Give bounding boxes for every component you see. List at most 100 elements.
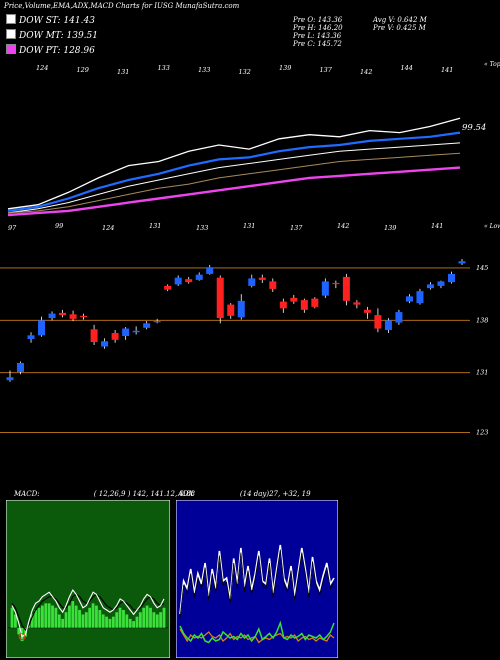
legend-swatch-st [6, 14, 16, 24]
top-tick-label: 139 [279, 64, 291, 72]
top-tick-label: 142 [360, 68, 372, 76]
macd-panel [6, 500, 170, 658]
macd-hist-bar [68, 605, 71, 628]
candle-body [353, 302, 361, 305]
ema-line-2 [7, 142, 461, 214]
candle-body [185, 279, 193, 283]
macd-hist-bar [34, 610, 38, 628]
macd-line [11, 588, 165, 638]
price-level-label: 123 [476, 429, 488, 437]
ema-line-3 [7, 152, 461, 214]
legend-item-dow-st: DOW ST: 141.43 [6, 14, 95, 26]
candle-body [38, 320, 46, 336]
chart-title: Price,Volume,EMA,ADX,MACD Charts for IUS… [4, 2, 240, 10]
legend-label-mt: DOW MT: 139.51 [19, 31, 98, 41]
adx-line [179, 544, 335, 615]
macd-hist-bar [17, 627, 21, 635]
adx-di-minus-line [179, 628, 335, 644]
macd-hist-bar [155, 614, 159, 628]
macd-hist-bar [71, 601, 75, 628]
adx-di-plus-line [179, 620, 335, 644]
bottom-tick-label: 137 [290, 224, 303, 232]
macd-hist-bar [152, 612, 156, 628]
adx-params: (14 day)27, +32, 19 [239, 490, 311, 498]
candle-body [27, 335, 35, 340]
macd-hist-bar [138, 612, 142, 628]
macd-hist-bar [57, 614, 61, 628]
candle-body [384, 320, 392, 331]
candle-body [279, 301, 287, 309]
macd-hist-bar [10, 607, 14, 628]
legend-label-st: DOW ST: 141.43 [19, 16, 95, 26]
macd-hist-bar [149, 607, 152, 628]
candle-body [216, 277, 224, 319]
stat-volume: Pre V: 0.425 M [373, 24, 426, 32]
bottom-tick-label: 131 [243, 222, 255, 230]
macd-hist-bar [111, 616, 115, 628]
legend-swatch-pt [6, 44, 16, 54]
macd-hist-bar [135, 616, 139, 628]
candle-body [269, 281, 277, 289]
macd-hist-bar [88, 607, 92, 628]
candle-body [174, 277, 182, 285]
macd-hist-bar [78, 610, 81, 628]
legend-item-dow-pt: DOW PT: 128.96 [6, 44, 95, 56]
macd-hist-bar [132, 621, 135, 628]
last-value-label: 99.54 [462, 123, 486, 133]
stat-open: Pre O: 143.36 [293, 16, 343, 24]
price-level-label: 138 [476, 316, 488, 324]
macd-hist-bar [37, 607, 41, 628]
price-level-label: 131 [476, 369, 488, 377]
candle-body [69, 314, 77, 319]
bottom-tick-label: 133 [196, 224, 208, 232]
candle-body [164, 285, 172, 290]
macd-hist-bar [64, 612, 68, 628]
candle-body [143, 323, 151, 328]
candle-body [195, 274, 203, 280]
price-level-label: 145 [476, 264, 488, 272]
candle-body [237, 300, 245, 318]
top-tick-label: 129 [77, 66, 89, 74]
candle-body [258, 277, 266, 280]
macd-hist-bar [81, 614, 85, 628]
macd-header: MACD: ( 12,26,9 ) 142, 141.12, 0.88 [14, 490, 195, 498]
ema-line-4 [7, 166, 461, 217]
candle-body [111, 333, 119, 340]
right-tops-label: « Tops [484, 61, 500, 68]
macd-hist-bar [20, 627, 24, 642]
macd-hist-bar [44, 603, 48, 628]
legend-swatch-mt [6, 29, 16, 39]
macd-hist-bar [84, 612, 88, 628]
macd-hist-bar [91, 603, 95, 628]
bottom-tick-label: 131 [149, 222, 161, 230]
macd-hist-bar [142, 607, 146, 628]
candle-body [342, 276, 350, 301]
candle-body [374, 315, 382, 329]
bottom-tick-label: 97 [8, 224, 17, 232]
macd-hist-bar [74, 605, 78, 628]
macd-hist-bar [122, 610, 125, 628]
candle-body [321, 281, 329, 296]
candle-body [458, 261, 466, 264]
macd-hist-bar [54, 607, 58, 628]
top-tick-label: 133 [158, 64, 170, 72]
bottom-tick-label: 139 [384, 224, 396, 232]
macd-label: MACD [14, 490, 38, 498]
bottom-tick-label: 142 [337, 222, 349, 230]
candle-body [90, 329, 98, 343]
candle-body [48, 313, 56, 319]
adx-shadow-line [179, 549, 335, 619]
macd-hist-bar [41, 605, 44, 628]
top-tick-label: 132 [239, 68, 251, 76]
candle-body [132, 330, 140, 333]
adx-header: ADX (14 day)27, +32, 19 [178, 490, 311, 498]
macd-hist-bar [159, 612, 163, 628]
macd-hist-bar [105, 616, 108, 628]
legend-label-pt: DOW PT: 128.96 [19, 46, 95, 56]
adx-panel [176, 500, 338, 658]
candle-body [363, 309, 371, 313]
ema-line-1 [7, 131, 461, 212]
macd-hist-bar [13, 614, 17, 628]
candle-body [6, 377, 14, 381]
macd-hist-bar [118, 607, 122, 628]
